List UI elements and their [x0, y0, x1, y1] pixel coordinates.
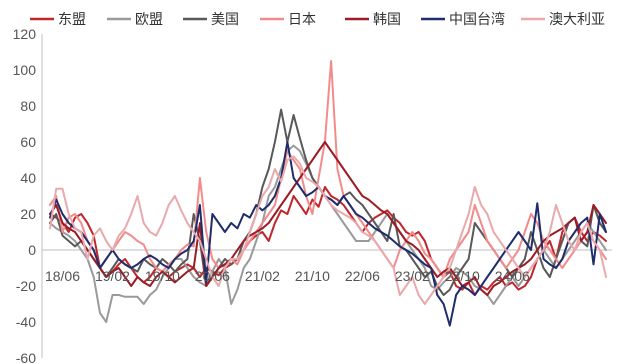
- y-tick-label: -60: [16, 350, 36, 364]
- legend-label: 日本: [288, 12, 316, 28]
- x-tick-label: 22/06: [345, 268, 380, 284]
- x-tick-label: 20/06: [195, 268, 230, 284]
- series-line-1: [49, 144, 607, 323]
- x-tick-label: 18/06: [45, 268, 80, 284]
- y-tick-label: 80: [20, 98, 36, 114]
- y-tick-label: 60: [20, 134, 36, 150]
- x-tick-label: 23/02: [395, 268, 430, 284]
- series-line-3: [49, 60, 607, 278]
- legend-label: 澳大利亚: [549, 12, 605, 28]
- chart-legend: 东盟 欧盟 美国 日本 韩国 中国台湾 澳大利亚: [30, 11, 605, 28]
- y-axis-ticks: 120 100 80 60 40 20 0 -20 -40 -60: [13, 26, 37, 364]
- x-tick-label: 21/10: [295, 268, 330, 284]
- x-axis-ticks: 18/06 19/02 19/10 20/06 21/02 21/10 22/06 23/02…: [45, 268, 530, 284]
- y-tick-label: 40: [20, 170, 36, 186]
- x-tick-label: 23/10: [445, 268, 480, 284]
- legend-label: 韩国: [373, 12, 401, 28]
- legend-label: 东盟: [58, 12, 86, 28]
- y-tick-label: 20: [20, 206, 36, 222]
- series-line-4: [49, 141, 607, 296]
- y-tick-label: 0: [28, 242, 36, 258]
- series-line-5: [49, 141, 607, 327]
- series-lines: [49, 60, 607, 327]
- x-tick-label: 19/10: [145, 268, 180, 284]
- x-tick-label: 19/02: [95, 268, 130, 284]
- y-tick-label: -20: [16, 278, 36, 294]
- series-line-6: [49, 155, 607, 305]
- legend-label: 中国台湾: [449, 11, 505, 28]
- legend-label: 欧盟: [135, 12, 163, 28]
- x-tick-label: 21/02: [245, 268, 280, 284]
- y-tick-label: 120: [13, 26, 37, 42]
- y-tick-label: -40: [16, 314, 36, 330]
- y-tick-label: 100: [13, 62, 37, 78]
- x-tick-label: 24/06: [495, 268, 530, 284]
- legend-label: 美国: [211, 12, 239, 28]
